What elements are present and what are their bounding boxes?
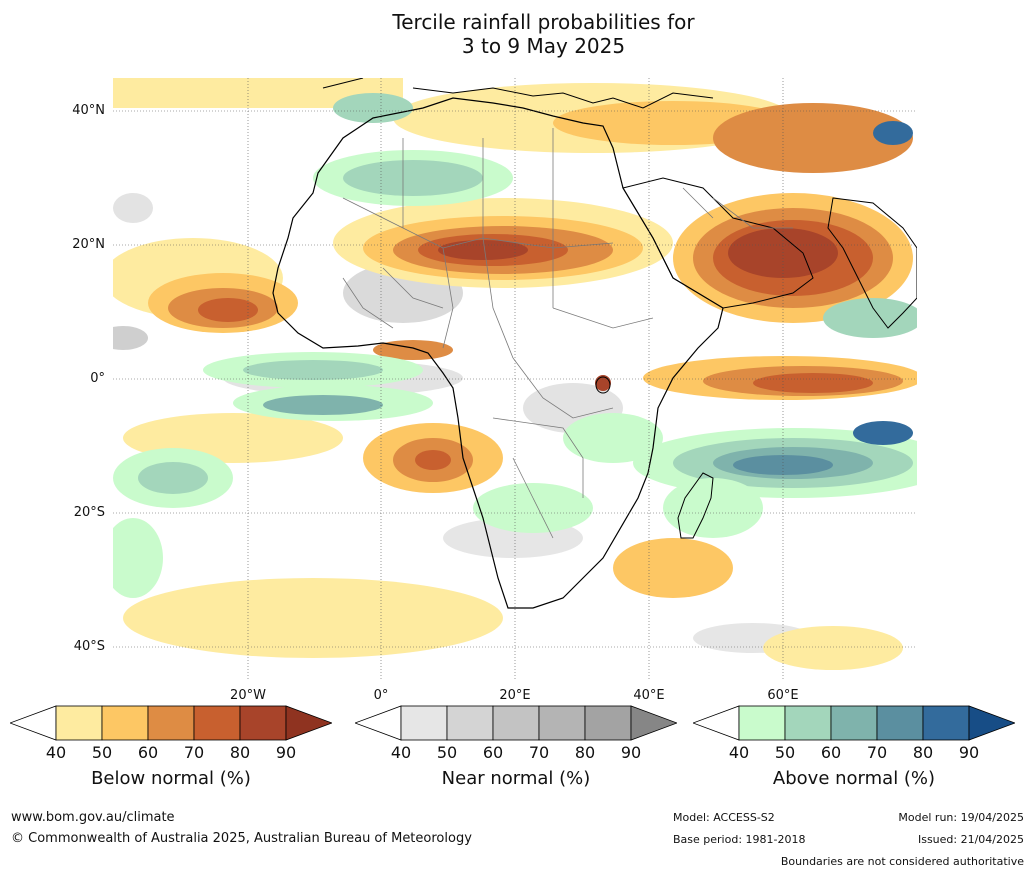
colorbar-below-tick: 70 — [183, 743, 205, 762]
base-period: Base period: 1981-2018 — [673, 833, 806, 846]
colorbar-above-tick: 60 — [820, 743, 842, 762]
colorbar-near-tick: 40 — [390, 743, 412, 762]
colorbar-above-segment — [784, 705, 832, 741]
colorbar-below-segment — [147, 705, 195, 741]
lake-victoria — [595, 376, 611, 394]
colorbar-above-segment — [922, 705, 970, 741]
colorbar-below-segment — [55, 705, 103, 741]
colorbar-above-segment — [830, 705, 878, 741]
colorbar-near-over-arrow — [630, 705, 677, 741]
lat-label-20s: 20°S — [73, 505, 105, 520]
copyright-text: © Commonwealth of Australia 2025, Austra… — [11, 831, 472, 846]
model-run-date: Model run: 19/04/2025 — [898, 811, 1024, 824]
colorbar-near-tick: 80 — [574, 743, 596, 762]
colorbar-near-segment — [492, 705, 540, 741]
colorbar-above-tick: 40 — [728, 743, 750, 762]
lat-label-40s: 40°S — [73, 639, 105, 654]
lon-label-0: 0° — [373, 688, 389, 703]
below-normal-regions — [113, 78, 917, 670]
colorbar-near-tick: 70 — [528, 743, 550, 762]
colorbar-below-tick: 60 — [137, 743, 159, 762]
colorbar-label-above: Above normal (%) — [772, 768, 936, 789]
colorbar-below-segment — [239, 705, 287, 741]
colorbar-below-segment — [193, 705, 241, 741]
colorbar-below-over-arrow — [285, 705, 332, 741]
colorbar-near-tick: 60 — [482, 743, 504, 762]
issued-date: Issued: 21/04/2025 — [917, 833, 1024, 846]
website-link[interactable]: www.bom.gov.au/climate — [11, 810, 175, 825]
colorbar-below-under-arrow — [10, 705, 57, 741]
title-line-2: 3 to 9 May 2025 — [461, 34, 626, 58]
colorbar-label-near: Near normal (%) — [441, 768, 591, 789]
model-name: Model: ACCESS-S2 — [673, 811, 775, 824]
lon-label-60e: 60°E — [767, 688, 799, 703]
colorbar-near-segment — [538, 705, 586, 741]
colorbar-below-normal — [10, 705, 332, 741]
colorbar-near-tick: 50 — [436, 743, 458, 762]
africa-coastline — [272, 97, 724, 609]
colorbar-above-segment — [876, 705, 924, 741]
europe-coastline — [322, 78, 714, 109]
colorbar-below-tick: 50 — [91, 743, 113, 762]
lat-label-40n: 40°N — [72, 103, 105, 118]
colorbar-above-normal — [693, 705, 1015, 741]
colorbar-near-segment — [446, 705, 494, 741]
colorbar-near-under-arrow — [355, 705, 402, 741]
colorbar-label-below: Below normal (%) — [91, 768, 251, 789]
colorbar-above-segment — [738, 705, 786, 741]
lat-label-20n: 20°N — [72, 237, 105, 252]
colorbar-above-tick: 50 — [774, 743, 796, 762]
rainfall-probability-map — [113, 78, 917, 681]
colorbar-below-tick: 80 — [229, 743, 251, 762]
colorbar-below-tick: 40 — [45, 743, 67, 762]
title-line-1: Tercile rainfall probabilities for — [392, 10, 695, 34]
colorbar-above-tick: 90 — [958, 743, 980, 762]
arabia-coastline — [622, 177, 814, 309]
colorbar-above-over-arrow — [968, 705, 1015, 741]
colorbar-near-tick: 90 — [620, 743, 642, 762]
colorbar-above-tick: 80 — [912, 743, 934, 762]
lon-label-40e: 40°E — [633, 688, 665, 703]
india-coastline — [827, 197, 917, 329]
colorbar-near-segment — [400, 705, 448, 741]
map-title: Tercile rainfall probabilities for 3 to … — [0, 10, 1035, 58]
lon-label-20e: 20°E — [499, 688, 531, 703]
lon-label-20w: 20°W — [230, 688, 266, 703]
boundaries-disclaimer: Boundaries are not considered authoritat… — [780, 855, 1024, 868]
colorbar-above-tick: 70 — [866, 743, 888, 762]
graticule — [113, 78, 917, 681]
lat-label-0: 0° — [90, 371, 105, 386]
colorbar-near-normal — [355, 705, 677, 741]
colorbar-above-under-arrow — [693, 705, 740, 741]
colorbar-near-segment — [584, 705, 632, 741]
country-boundaries — [342, 128, 793, 539]
madagascar-coastline — [677, 472, 714, 539]
colorbar-below-tick: 90 — [275, 743, 297, 762]
colorbar-below-segment — [101, 705, 149, 741]
